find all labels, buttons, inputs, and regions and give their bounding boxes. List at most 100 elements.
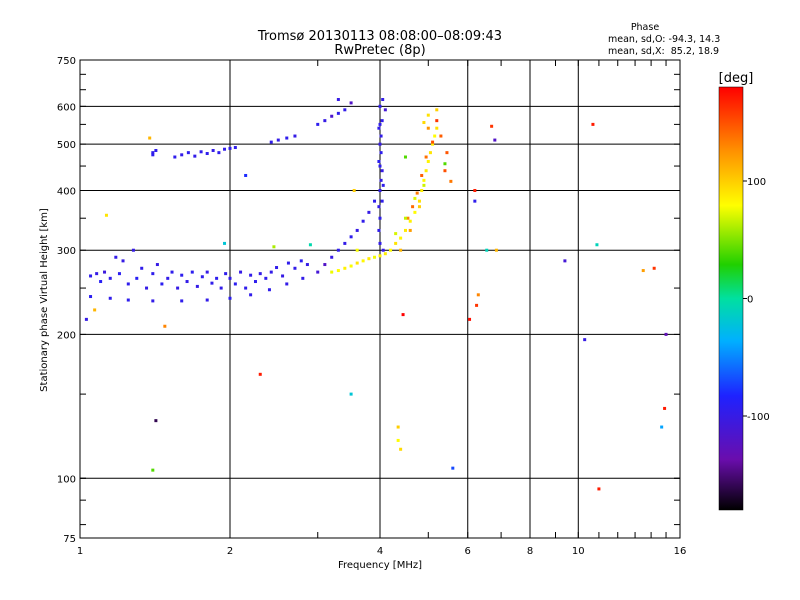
- data-point: [305, 263, 309, 267]
- data-point: [269, 140, 273, 144]
- data-point: [406, 216, 410, 220]
- data-point: [275, 266, 279, 270]
- data-point: [641, 269, 645, 273]
- x-tick-label: 4: [377, 546, 383, 557]
- data-point: [473, 188, 477, 192]
- data-point: [166, 276, 170, 280]
- data-point: [228, 296, 232, 300]
- data-point: [403, 228, 407, 232]
- data-point: [205, 298, 209, 302]
- data-point: [258, 372, 262, 376]
- data-point: [426, 159, 430, 163]
- data-point: [228, 276, 232, 280]
- data-point: [420, 188, 424, 192]
- data-point: [411, 205, 415, 209]
- data-point: [104, 213, 108, 217]
- data-point: [151, 299, 155, 303]
- data-point: [160, 282, 164, 286]
- data-point: [428, 151, 432, 155]
- x-tick-label: 16: [674, 546, 687, 557]
- data-point: [264, 276, 268, 280]
- data-point: [185, 280, 189, 284]
- data-point: [383, 252, 387, 256]
- data-point: [293, 266, 297, 270]
- x-axis-label: Frequency [MHz]: [338, 560, 422, 571]
- y-tick-label: 600: [57, 102, 76, 113]
- data-point: [373, 199, 377, 203]
- data-point: [583, 338, 587, 342]
- data-point: [443, 169, 447, 173]
- data-point: [381, 183, 385, 187]
- data-point: [205, 270, 209, 274]
- data-point: [417, 205, 421, 209]
- data-point: [154, 419, 158, 423]
- data-point: [190, 270, 194, 274]
- data-point: [336, 98, 340, 102]
- data-point: [451, 466, 455, 470]
- data-point: [154, 148, 158, 152]
- data-point: [389, 248, 393, 252]
- data-point: [272, 245, 276, 249]
- data-point: [180, 153, 184, 157]
- data-point: [377, 228, 381, 232]
- data-point: [233, 282, 237, 286]
- data-point: [135, 276, 139, 280]
- data-point: [380, 169, 384, 173]
- data-point: [431, 140, 435, 144]
- data-point: [361, 259, 365, 263]
- data-point: [399, 447, 403, 451]
- y-tick-label: 200: [57, 330, 76, 341]
- y-tick-label: 750: [57, 56, 76, 67]
- data-point: [323, 263, 327, 267]
- data-point: [378, 142, 382, 146]
- data-point: [330, 270, 334, 274]
- data-point: [170, 270, 174, 274]
- data-point: [377, 159, 381, 163]
- data-point: [151, 272, 155, 276]
- data-point: [490, 124, 494, 128]
- data-point: [343, 266, 347, 270]
- data-point: [267, 288, 271, 292]
- data-point: [215, 276, 219, 280]
- data-point: [355, 261, 359, 265]
- y-axis-label: Stationary phase Virtual Height [km]: [39, 208, 50, 392]
- data-point: [95, 272, 99, 276]
- data-point: [403, 155, 407, 159]
- data-point: [591, 122, 595, 126]
- data-point: [244, 173, 248, 177]
- chart-title: Tromsø 20130113 08:08:00–08:09:43: [257, 29, 502, 44]
- data-point: [316, 122, 320, 126]
- data-point: [349, 235, 353, 239]
- colorbar-tick-label: 0: [747, 295, 753, 306]
- data-point: [103, 270, 107, 274]
- data-point: [205, 152, 209, 156]
- y-tick-label: 300: [57, 246, 76, 257]
- data-point: [379, 134, 383, 138]
- data-point: [148, 136, 152, 140]
- data-point: [420, 173, 424, 177]
- data-point: [380, 199, 384, 203]
- data-point: [435, 119, 439, 123]
- data-point: [378, 164, 382, 168]
- data-point: [378, 241, 382, 245]
- data-point: [494, 248, 498, 252]
- data-point: [468, 317, 472, 321]
- data-point: [435, 126, 439, 130]
- data-point: [276, 138, 280, 142]
- data-point: [424, 169, 428, 173]
- data-point: [433, 134, 437, 138]
- data-point: [367, 257, 371, 261]
- grid-lines: [80, 60, 680, 538]
- stats-o-line: mean, sd,O: -94.3, 14.3: [608, 34, 720, 45]
- data-point: [399, 236, 403, 240]
- data-point: [336, 269, 340, 273]
- data-point: [394, 241, 398, 245]
- x-tick-label: 8: [527, 546, 533, 557]
- data-point: [355, 228, 359, 232]
- data-point: [219, 286, 223, 290]
- stats-x-line: mean, sd,X: 85.2, 18.9: [608, 46, 719, 57]
- data-point: [253, 280, 257, 284]
- data-point: [193, 154, 197, 158]
- data-point: [373, 255, 377, 259]
- data-point: [378, 216, 382, 220]
